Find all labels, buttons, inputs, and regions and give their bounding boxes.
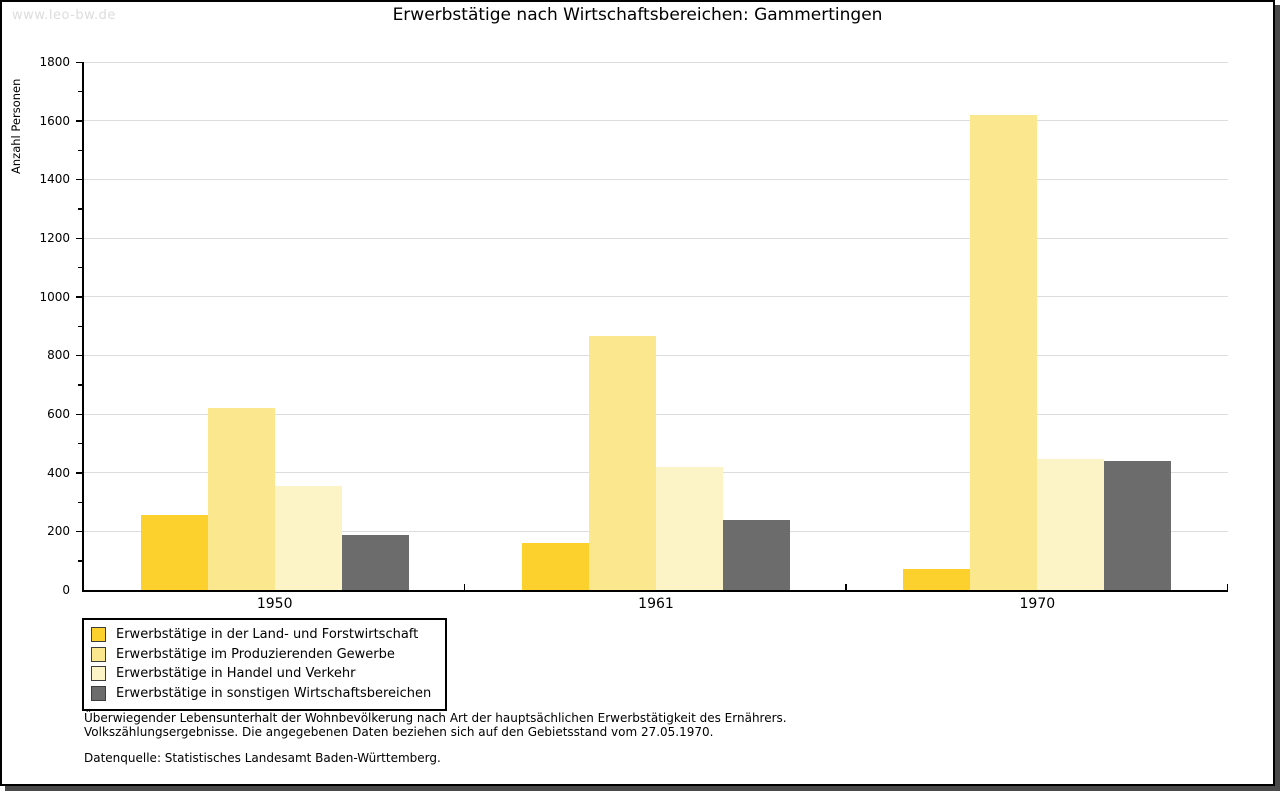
gridline xyxy=(84,354,1228,356)
bar xyxy=(207,408,275,590)
y-tick-label: 1800 xyxy=(39,55,70,69)
y-major-tick xyxy=(76,120,82,122)
footnote-line-1: Überwiegender Lebensunterhalt der Wohnbe… xyxy=(84,711,787,725)
y-tick-label: 800 xyxy=(47,348,70,363)
y-major-tick xyxy=(76,61,82,63)
bar xyxy=(522,543,589,590)
legend-item: Erwerbstätige in der Land- und Forstwirt… xyxy=(91,625,437,645)
bar xyxy=(723,519,790,590)
y-major-tick xyxy=(76,472,82,474)
bar xyxy=(140,515,208,590)
chart-legend: Erwerbstätige in der Land- und Forstwirt… xyxy=(82,618,447,711)
y-major-tick xyxy=(76,296,82,298)
y-major-tick xyxy=(76,530,82,533)
plot-area: 1950 1961 1970 xyxy=(76,61,1228,612)
y-tick-label: 200 xyxy=(47,524,70,539)
y-axis-labels: 0 200 400 600 800 1000 1200 1400 1600 1800 xyxy=(2,55,77,597)
y-tick-label: 600 xyxy=(47,407,70,421)
x-axis-tick xyxy=(1226,584,1228,590)
legend-label: Erwerbstätige in Handel und Verkehr xyxy=(116,666,356,682)
legend-color-swatch xyxy=(91,627,106,643)
legend-color-swatch xyxy=(91,685,106,701)
y-tick-label: 1400 xyxy=(39,172,70,187)
y-major-tick xyxy=(76,354,82,357)
legend-item: Erwerbstätige in sonstigen Wirtschaftsbe… xyxy=(91,684,437,704)
bar xyxy=(589,336,656,590)
legend-color-swatch xyxy=(91,646,106,662)
x-axis-tick xyxy=(845,584,847,590)
legend-label: Erwerbstätige in der Land- und Forstwirt… xyxy=(116,627,419,643)
y-major-tick xyxy=(76,237,82,239)
y-tick-label: 400 xyxy=(47,465,70,480)
gridline xyxy=(84,120,1228,122)
bar xyxy=(1037,458,1105,590)
x-tick-label: 1950 xyxy=(256,596,293,612)
y-minor-tick xyxy=(78,208,82,210)
y-minor-tick xyxy=(78,266,82,269)
y-minor-tick xyxy=(78,501,82,503)
y-tick-label: 1600 xyxy=(39,113,70,128)
data-source-note: Datenquelle: Statistisches Landesamt Bad… xyxy=(84,751,441,765)
y-minor-tick xyxy=(78,90,82,93)
gridline xyxy=(84,296,1228,298)
y-minor-tick xyxy=(78,149,82,151)
footnote-line-2: Volkszählungsergebnisse. Die angegebenen… xyxy=(84,725,714,739)
chart-title: Erwerbstätige nach Wirtschaftsbereichen:… xyxy=(392,5,883,25)
bar xyxy=(903,569,971,590)
y-minor-tick xyxy=(78,442,82,445)
bar xyxy=(1104,460,1172,590)
x-tick-label: 1970 xyxy=(1019,596,1056,612)
bar xyxy=(970,114,1038,590)
x-axis-tick xyxy=(463,584,466,590)
legend-color-swatch xyxy=(91,666,106,682)
bar xyxy=(656,466,723,590)
y-tick-label: 1200 xyxy=(39,231,70,245)
legend-item: Erwerbstätige im Produzierenden Gewerbe xyxy=(91,645,437,665)
gridline xyxy=(84,178,1228,180)
y-minor-tick xyxy=(78,560,82,562)
bar xyxy=(274,485,342,590)
y-major-tick xyxy=(76,413,82,415)
x-tick-label: 1961 xyxy=(638,596,674,612)
site-watermark: www.leo-bw.de xyxy=(12,8,116,23)
legend-label: Erwerbstätige im Produzierenden Gewerbe xyxy=(116,646,395,662)
legend-label: Erwerbstätige in sonstigen Wirtschaftsbe… xyxy=(116,685,432,701)
y-major-tick xyxy=(76,178,82,181)
y-minor-tick xyxy=(78,325,82,327)
bar xyxy=(341,535,409,590)
gridline xyxy=(84,413,1228,415)
chart-footnotes: Überwiegender Lebensunterhalt der Wohnbe… xyxy=(84,711,787,739)
gridline xyxy=(84,61,1228,63)
legend-item: Erwerbstätige in Handel und Verkehr xyxy=(91,664,437,684)
y-tick-label: 1000 xyxy=(39,289,70,304)
y-minor-tick xyxy=(78,384,82,386)
y-tick-label: 0 xyxy=(62,583,70,597)
gridline xyxy=(84,237,1228,239)
